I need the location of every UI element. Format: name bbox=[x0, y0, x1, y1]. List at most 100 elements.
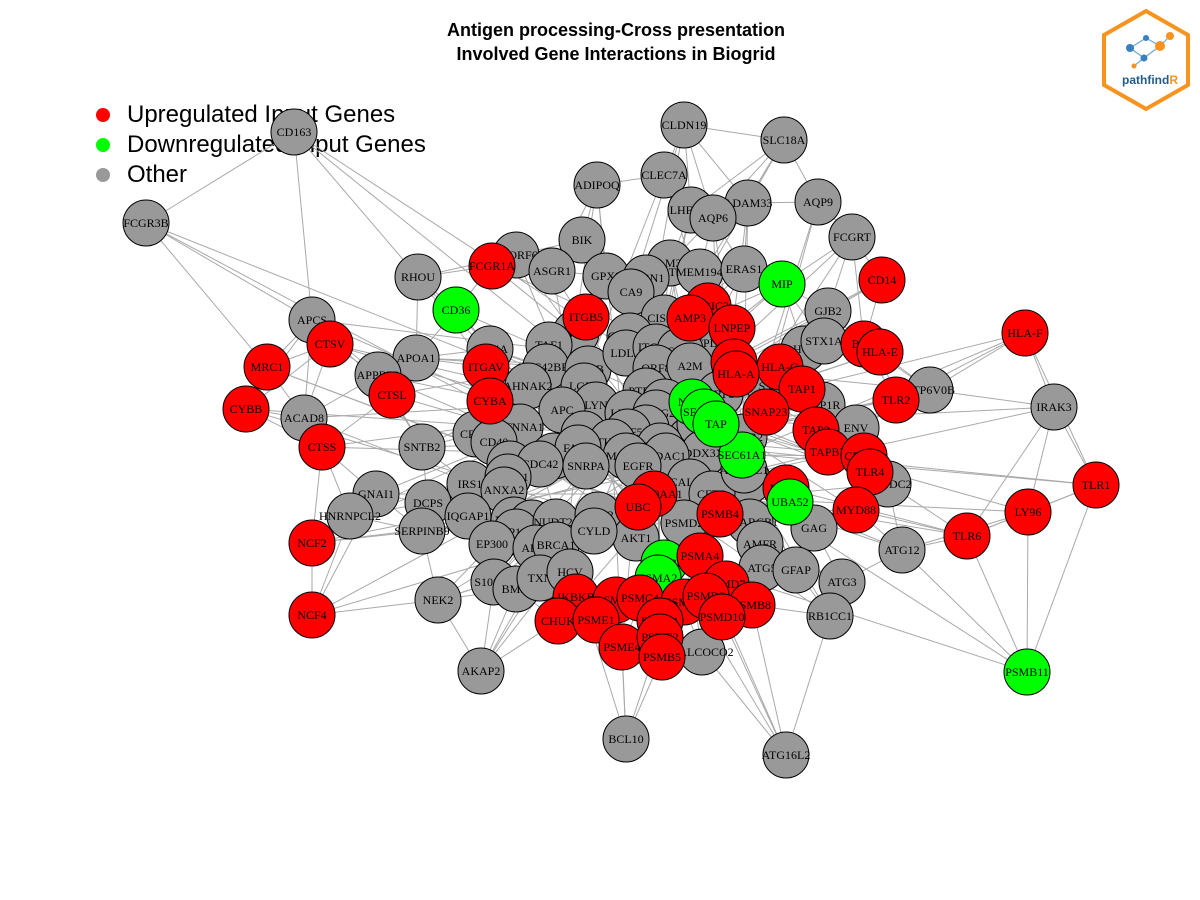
node-ahnak2: AHNAK2 bbox=[503, 362, 553, 410]
node-label: ACAD8 bbox=[284, 411, 324, 425]
node-label: GNAI1 bbox=[358, 487, 394, 501]
node-circle bbox=[558, 216, 606, 264]
node-label: IRS1 bbox=[458, 477, 483, 491]
node-label: HLA-E bbox=[862, 345, 898, 359]
node-circle bbox=[602, 715, 650, 763]
node-label: MIP bbox=[771, 277, 793, 291]
legend-swatch-upregulated bbox=[96, 108, 110, 122]
node-label: MRC1 bbox=[251, 360, 284, 374]
node-psmd10: PSMD10 bbox=[698, 593, 746, 641]
node-label: BIK bbox=[572, 233, 593, 247]
node-label: EGFR bbox=[623, 459, 654, 473]
node-circle bbox=[698, 593, 746, 641]
node-label: TLR2 bbox=[882, 393, 911, 407]
node-label: CHUK bbox=[541, 614, 575, 628]
legend-item-upregulated: Upregulated Input Genes bbox=[96, 100, 426, 130]
node-fcgr1a: FCGR1A bbox=[468, 242, 516, 290]
node-label: ITGAV bbox=[468, 360, 504, 374]
node-circle bbox=[718, 431, 766, 479]
node-mip: MIP bbox=[758, 260, 806, 308]
node-ctsl: CTSL bbox=[368, 371, 416, 419]
node-circle bbox=[762, 731, 810, 779]
node-label: CLEC7A bbox=[641, 168, 687, 182]
node-circle bbox=[828, 213, 876, 261]
node-label: TLR1 bbox=[1082, 478, 1111, 492]
node-tap: TAP bbox=[692, 400, 740, 448]
node-label: AKT1 bbox=[621, 531, 652, 545]
node-label: CTSL bbox=[377, 388, 406, 402]
node-circle bbox=[1001, 309, 1049, 357]
network-edge bbox=[145, 131, 295, 224]
node-label: SNTB2 bbox=[404, 440, 441, 454]
node-label: CD14 bbox=[868, 273, 897, 287]
node-label: PSMD10 bbox=[700, 610, 745, 624]
node-psmb5: PSMB5 bbox=[638, 633, 686, 681]
node-circle bbox=[856, 328, 904, 376]
node-circle bbox=[638, 633, 686, 681]
node-tap1: TAP1 bbox=[778, 365, 826, 413]
node-psmb4: PSMB4 bbox=[696, 490, 744, 538]
network-edge bbox=[901, 549, 1028, 673]
node-label: TAP1 bbox=[788, 382, 816, 396]
node-label: APOA1 bbox=[397, 351, 436, 365]
node-rhou: RHOU bbox=[394, 253, 442, 301]
node-label: APC bbox=[550, 403, 573, 417]
node-label: ERAS1 bbox=[726, 262, 763, 276]
node-stx1a: STX1A bbox=[800, 317, 848, 365]
node-label: ADIPOQ bbox=[574, 178, 620, 192]
logo-dot bbox=[1131, 63, 1137, 69]
node-bik: BIK bbox=[558, 216, 606, 264]
node-label: TMEM194A bbox=[669, 265, 732, 279]
network-edge bbox=[145, 222, 268, 368]
node-circle bbox=[326, 492, 374, 540]
node-circle bbox=[878, 526, 926, 574]
node-ly96: LY96 bbox=[1004, 488, 1052, 536]
node-circle bbox=[457, 647, 505, 695]
node-label: PSMA4 bbox=[681, 549, 720, 563]
node-circle bbox=[573, 161, 621, 209]
node-circle bbox=[306, 320, 354, 368]
node-label: GJB2 bbox=[814, 304, 841, 318]
node-atg5: ATG5 bbox=[738, 544, 786, 592]
node-label: TAP bbox=[705, 417, 727, 431]
node-ubc: UBC bbox=[614, 483, 662, 531]
network-edge bbox=[721, 616, 787, 756]
node-circle bbox=[614, 483, 662, 531]
network-edge bbox=[1026, 511, 1029, 673]
node-circle bbox=[562, 293, 610, 341]
node-label: CYLD bbox=[578, 524, 611, 538]
logo-dot bbox=[1143, 35, 1149, 41]
network-edge bbox=[145, 222, 313, 321]
node-label: GAG bbox=[801, 521, 827, 535]
node-cd14: CD14 bbox=[858, 256, 906, 304]
node-circle bbox=[398, 507, 446, 555]
node-hla-f: HLA-F bbox=[1001, 309, 1049, 357]
network-edge bbox=[785, 615, 831, 756]
node-akap2: AKAP2 bbox=[457, 647, 505, 695]
node-ca9: CA9 bbox=[607, 268, 655, 316]
node-fcgrt: FCGRT bbox=[828, 213, 876, 261]
network-edge bbox=[293, 131, 419, 278]
node-label: SNAP23 bbox=[745, 405, 788, 419]
node-circle bbox=[660, 101, 708, 149]
node-label: IQGAP1 bbox=[447, 509, 490, 523]
legend-label-upregulated: Upregulated Input Genes bbox=[127, 101, 396, 128]
node-gfap: GFAP bbox=[772, 546, 820, 594]
legend-item-other: Other bbox=[96, 160, 426, 190]
node-circle bbox=[368, 371, 416, 419]
node-label: BCL10 bbox=[608, 732, 643, 746]
logo-dot bbox=[1155, 41, 1165, 51]
node-label: CDC42 bbox=[522, 457, 559, 471]
node-circle bbox=[562, 442, 610, 490]
node-cybb: CYBB bbox=[222, 385, 270, 433]
node-irak3: IRAK3 bbox=[1030, 383, 1078, 431]
title-line-1: Antigen processing-Cross presentation bbox=[446, 20, 786, 40]
node-clec7a: CLEC7A bbox=[640, 151, 688, 199]
node-circle bbox=[394, 253, 442, 301]
node-circle bbox=[689, 194, 737, 242]
node-label: AQP9 bbox=[803, 195, 833, 209]
node-circle bbox=[414, 576, 462, 624]
node-label: UBC bbox=[626, 500, 651, 514]
node-circle bbox=[766, 478, 814, 526]
